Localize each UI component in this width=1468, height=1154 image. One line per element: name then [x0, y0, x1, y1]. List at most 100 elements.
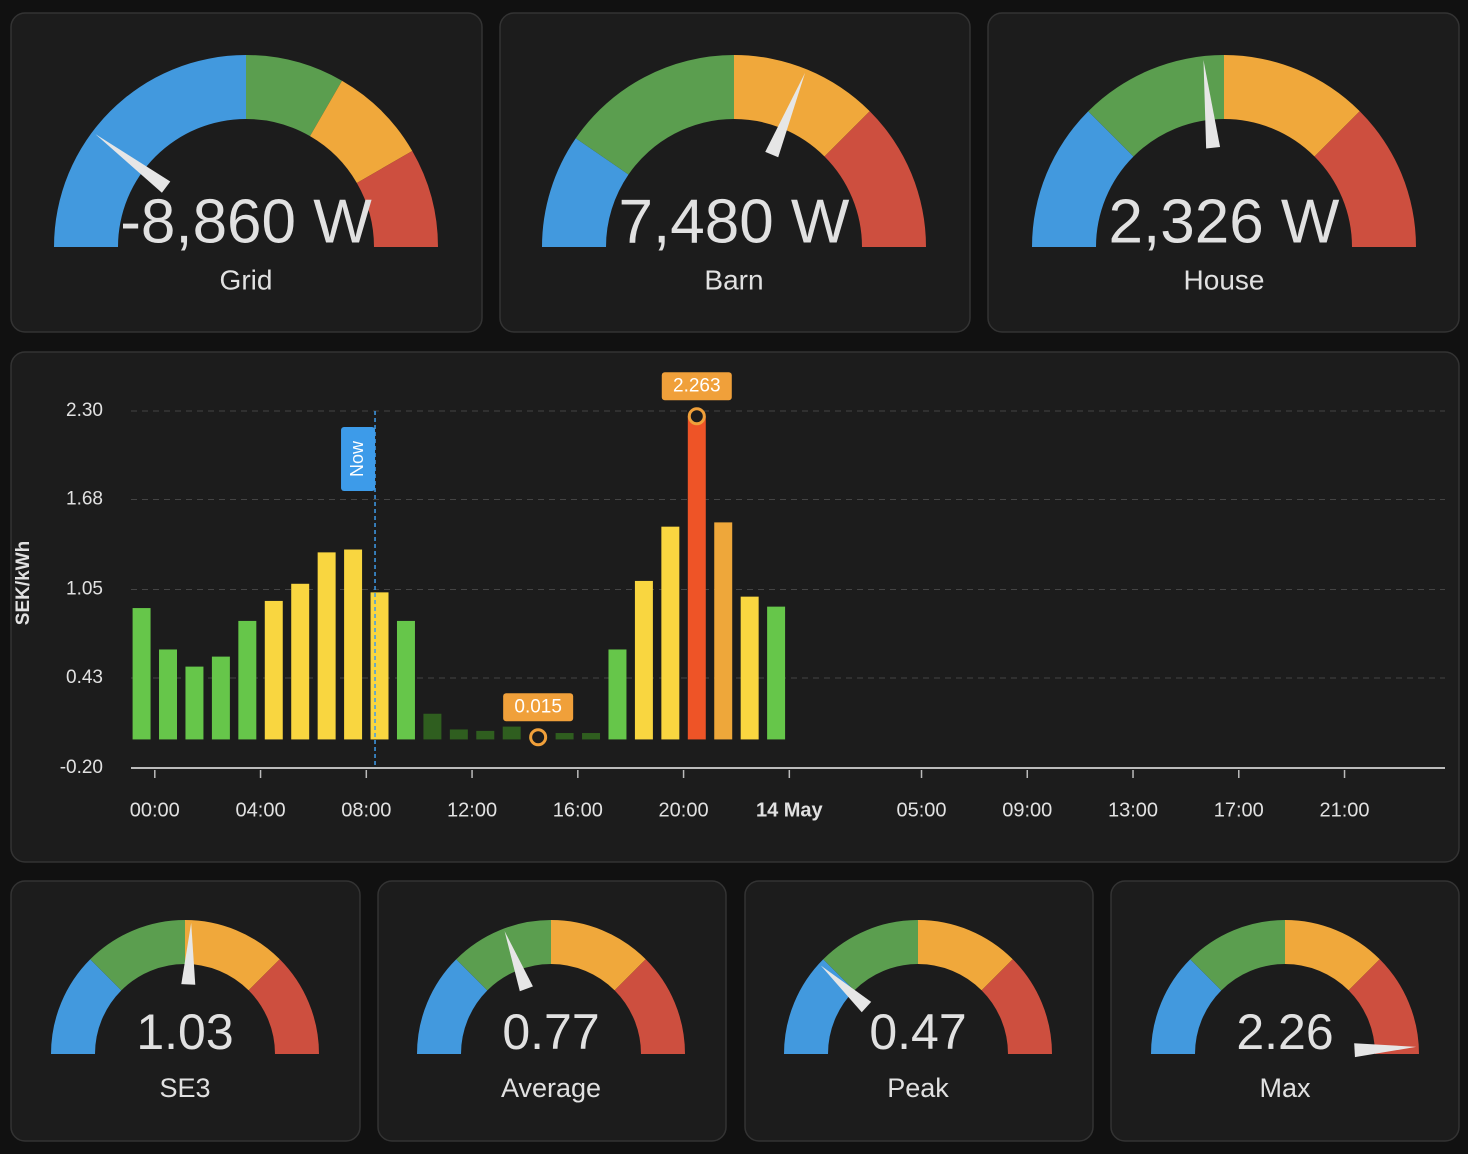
gauge-segment: [356, 151, 438, 247]
gauge-segment: [824, 111, 926, 247]
card: [499, 12, 971, 333]
x-tick-label: 09:00: [1002, 799, 1052, 821]
y-tick-label: -0.20: [60, 757, 103, 778]
gauge-needle: [1354, 1043, 1417, 1058]
gauge-needle: [504, 931, 533, 992]
gauge-name: SE3: [159, 1073, 210, 1103]
y-tick-label: 1.05: [66, 579, 103, 600]
gauge-name: Grid: [220, 264, 273, 295]
y-axis-title: SEK/kWh: [13, 541, 34, 625]
gauge-needle: [820, 965, 872, 1013]
gauge-needle: [765, 72, 806, 158]
point-label: 2.263: [673, 375, 721, 396]
card: [10, 351, 1460, 863]
bar: [608, 649, 627, 740]
point-label: 0.015: [514, 696, 562, 717]
gauge-name: Max: [1259, 1073, 1311, 1103]
gauge-segment: [1190, 920, 1285, 991]
card: [1110, 880, 1460, 1142]
x-tick-label: 16:00: [553, 799, 603, 821]
gauge-value: 7,480 W: [619, 187, 850, 256]
x-tick-label: 12:00: [447, 799, 497, 821]
point-marker: [687, 407, 706, 426]
gauge-name: Average: [501, 1073, 601, 1103]
gauge-segment: [1088, 54, 1224, 157]
gauge-value: 0.77: [502, 1004, 599, 1060]
gauge-segment: [1032, 111, 1134, 247]
x-tick-label: 08:00: [341, 799, 391, 821]
x-tick-label: 13:00: [1108, 799, 1158, 821]
gauge-segment: [734, 55, 870, 157]
gauge-segment: [90, 920, 185, 991]
bar: [132, 608, 151, 740]
gauge-name: Peak: [887, 1073, 949, 1103]
annotation-box: [341, 427, 376, 491]
bar: [238, 620, 257, 740]
bar: [423, 713, 442, 740]
x-tick-label: 21:00: [1320, 799, 1370, 821]
bar: [502, 726, 521, 740]
gauge-name: Barn: [704, 264, 763, 295]
bar: [264, 600, 283, 740]
y-tick-label: 2.30: [66, 400, 103, 421]
card: [10, 12, 483, 333]
y-tick-label: 1.68: [66, 489, 103, 510]
bar: [344, 549, 363, 740]
bar: [291, 583, 310, 740]
gauge-segment: [248, 959, 319, 1054]
card: [10, 880, 361, 1142]
bar: [159, 649, 178, 740]
bar: [767, 606, 786, 740]
point-label-box: [503, 693, 574, 722]
bar: [714, 522, 733, 740]
gauge-segment: [823, 920, 918, 991]
bar: [476, 730, 495, 740]
card: [744, 880, 1094, 1142]
bar: [687, 416, 706, 740]
bar: [740, 596, 759, 740]
bar: [582, 733, 601, 740]
gauge-segment: [1285, 920, 1380, 991]
gauge-segment: [417, 959, 488, 1054]
gauge-value: 1.03: [136, 1004, 233, 1060]
x-tick-label: 20:00: [659, 799, 709, 821]
bar: [185, 666, 204, 740]
gauge-segment: [542, 138, 629, 247]
gauge-value: 2,326 W: [1109, 187, 1340, 256]
gauge-segment: [575, 55, 734, 175]
gauge-needle: [95, 134, 171, 193]
bar: [661, 526, 680, 740]
gauge-segment: [185, 920, 280, 991]
gauge-segment: [614, 959, 685, 1054]
gauge-needle: [181, 922, 196, 985]
gauge-name: House: [1184, 264, 1265, 295]
bar: [555, 733, 574, 740]
gauge-segment: [246, 55, 342, 137]
gauge-value: 0.47: [869, 1004, 966, 1060]
bar: [449, 729, 468, 740]
gauge-needle: [1203, 59, 1221, 149]
x-tick-label: 17:00: [1214, 799, 1264, 821]
bar: [370, 592, 389, 740]
annotation-label: Now: [347, 440, 367, 477]
bar: [317, 552, 336, 740]
gauge-segment: [456, 920, 551, 991]
point-marker: [529, 728, 548, 747]
bar: [396, 620, 415, 740]
x-tick-label: 04:00: [236, 799, 286, 821]
card: [377, 880, 727, 1142]
gauge-segment: [551, 920, 646, 991]
gauge-segment: [981, 959, 1052, 1054]
gauge-value: -8,860 W: [120, 187, 372, 256]
bar: [634, 580, 653, 740]
gauge-segment: [1314, 111, 1416, 247]
gauge-segment: [1348, 959, 1419, 1054]
x-tick-label: 05:00: [896, 799, 946, 821]
x-tick-label: 00:00: [130, 799, 180, 821]
x-tick-label: 14 May: [756, 799, 824, 821]
gauge-segment: [51, 959, 122, 1054]
point-label-box: [661, 372, 732, 401]
gauge-segment: [310, 80, 413, 183]
y-tick-label: 0.43: [66, 667, 103, 688]
